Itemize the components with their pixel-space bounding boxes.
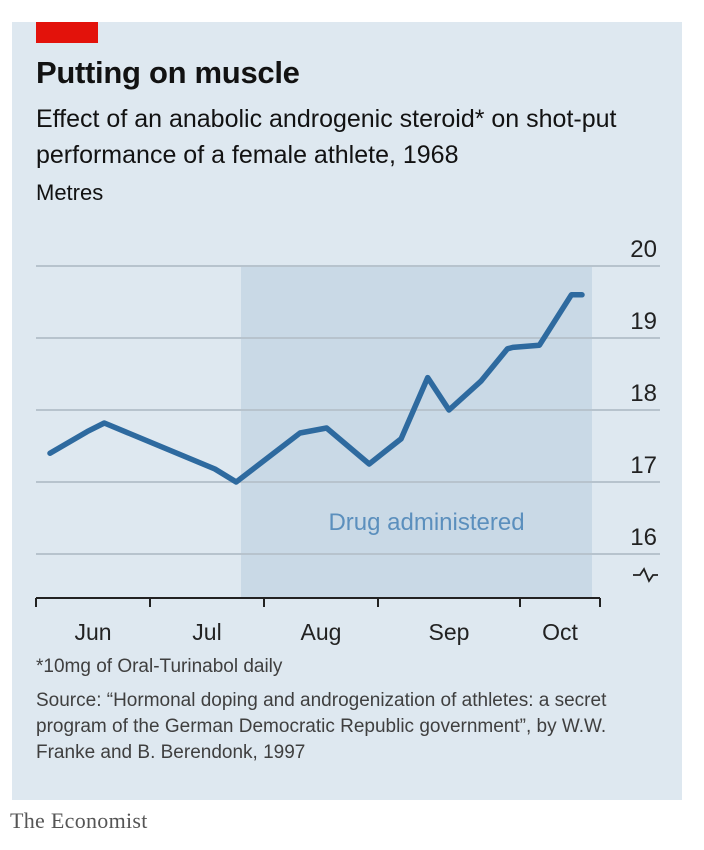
brand-red-bar — [36, 22, 98, 43]
x-tick-label-oct: Oct — [542, 619, 578, 645]
y-tick-label-17: 17 — [630, 452, 657, 479]
source-note: Source: “Hormonal doping and androgeniza… — [36, 690, 607, 763]
economist-logo: The Economist — [10, 808, 148, 833]
shaded-region — [241, 266, 592, 598]
y-tick-label-18: 18 — [630, 380, 657, 407]
x-tick-label-jul: Jul — [192, 619, 221, 645]
chart-subtitle: Effect of an anabolic androgenic steroid… — [36, 105, 617, 169]
chart-title: Putting on muscle — [36, 55, 300, 90]
y-tick-label-16: 16 — [630, 524, 657, 551]
shaded-region-label: Drug administered — [328, 509, 524, 536]
series-line-0 — [47, 292, 585, 485]
x-tick-label-sep: Sep — [429, 619, 470, 645]
footnote: *10mg of Oral-Turinabol daily — [36, 656, 283, 677]
axis-break-icon — [633, 567, 658, 583]
x-tick-label-aug: Aug — [301, 619, 342, 645]
y-tick-label-20: 20 — [630, 236, 657, 263]
y-unit-label: Metres — [36, 180, 104, 205]
x-tick-label-jun: Jun — [74, 619, 111, 645]
y-tick-label-19: 19 — [630, 308, 657, 335]
